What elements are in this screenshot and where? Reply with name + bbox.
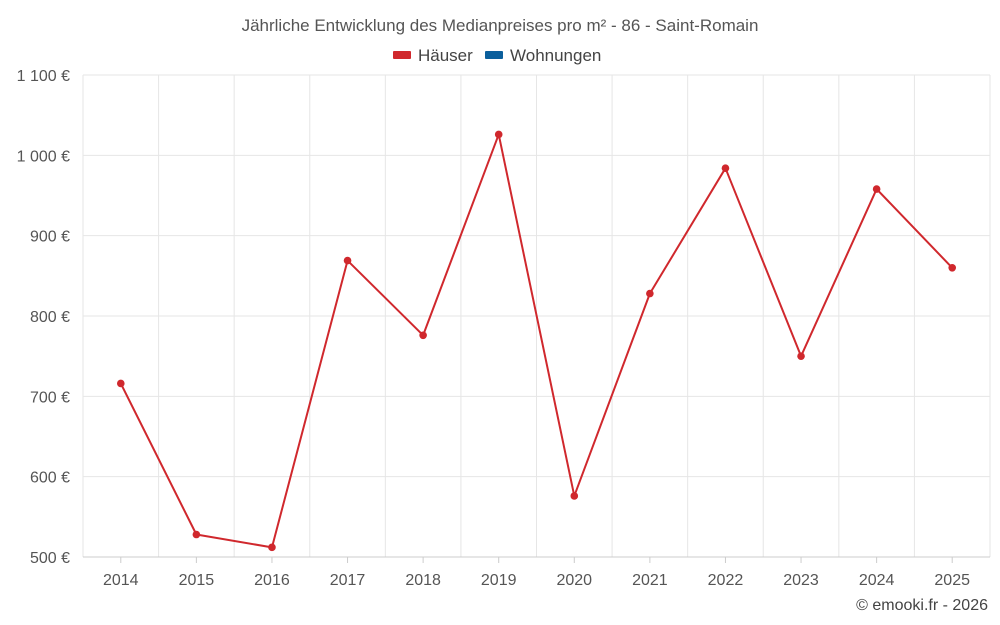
x-axis: 2014 2015 2016 2017 2018 2019 2020 2021 2022 2023…: [83, 556, 990, 589]
data-point[interactable]: [646, 289, 654, 298]
data-point[interactable]: [570, 492, 579, 500]
data-point[interactable]: [494, 130, 503, 139]
x-tick-label: 2024: [859, 572, 895, 589]
legend: Häuser Wohnungen: [393, 46, 601, 65]
x-tick-label: 2020: [556, 572, 592, 589]
y-tick-label: 1 100 €: [17, 68, 70, 85]
x-tick-label: 2015: [179, 572, 215, 589]
legend-item-haeuser[interactable]: Häuser: [393, 46, 473, 65]
data-point[interactable]: [116, 379, 125, 388]
x-tick-label: 2017: [330, 572, 366, 589]
data-point[interactable]: [948, 264, 957, 272]
y-axis: 500 € 600 € 700 € 800 € 900 € 1 000 € 1 100 €: [17, 68, 70, 567]
data-point[interactable]: [343, 256, 352, 265]
legend-label-haeuser: Häuser: [418, 46, 473, 65]
y-tick-label: 900 €: [30, 229, 70, 246]
series-line-0: [119, 133, 953, 549]
data-point[interactable]: [268, 543, 276, 552]
data-point[interactable]: [419, 331, 427, 340]
y-tick-label: 600 €: [30, 470, 70, 487]
data-point[interactable]: [872, 185, 881, 193]
credit-text: © emooki.fr - 2026: [856, 597, 988, 614]
x-tick-label: 2018: [405, 572, 441, 589]
chart-title: Jährliche Entwicklung des Medianpreises …: [242, 16, 759, 35]
x-tick-label: 2019: [481, 572, 517, 589]
y-tick-label: 800 €: [30, 309, 70, 326]
legend-item-wohnungen[interactable]: Wohnungen: [485, 46, 601, 65]
legend-swatch-haeuser: [393, 51, 411, 59]
x-tick-label: 2021: [632, 572, 668, 589]
x-tick-label: 2022: [708, 572, 744, 589]
y-tick-label: 500 €: [30, 550, 70, 567]
x-tick-label: 2014: [103, 572, 139, 589]
y-tick-label: 700 €: [30, 389, 70, 406]
y-tick-label: 1 000 €: [17, 148, 70, 165]
data-point[interactable]: [721, 164, 730, 172]
data-point[interactable]: [192, 530, 201, 539]
x-tick-label: 2025: [934, 572, 970, 589]
legend-swatch-wohnungen: [485, 51, 503, 59]
legend-label-wohnungen: Wohnungen: [510, 46, 601, 65]
x-tick-label: 2023: [783, 572, 819, 589]
x-tick-label: 2016: [254, 572, 290, 589]
plot-area: [116, 130, 957, 552]
data-point[interactable]: [797, 352, 805, 360]
